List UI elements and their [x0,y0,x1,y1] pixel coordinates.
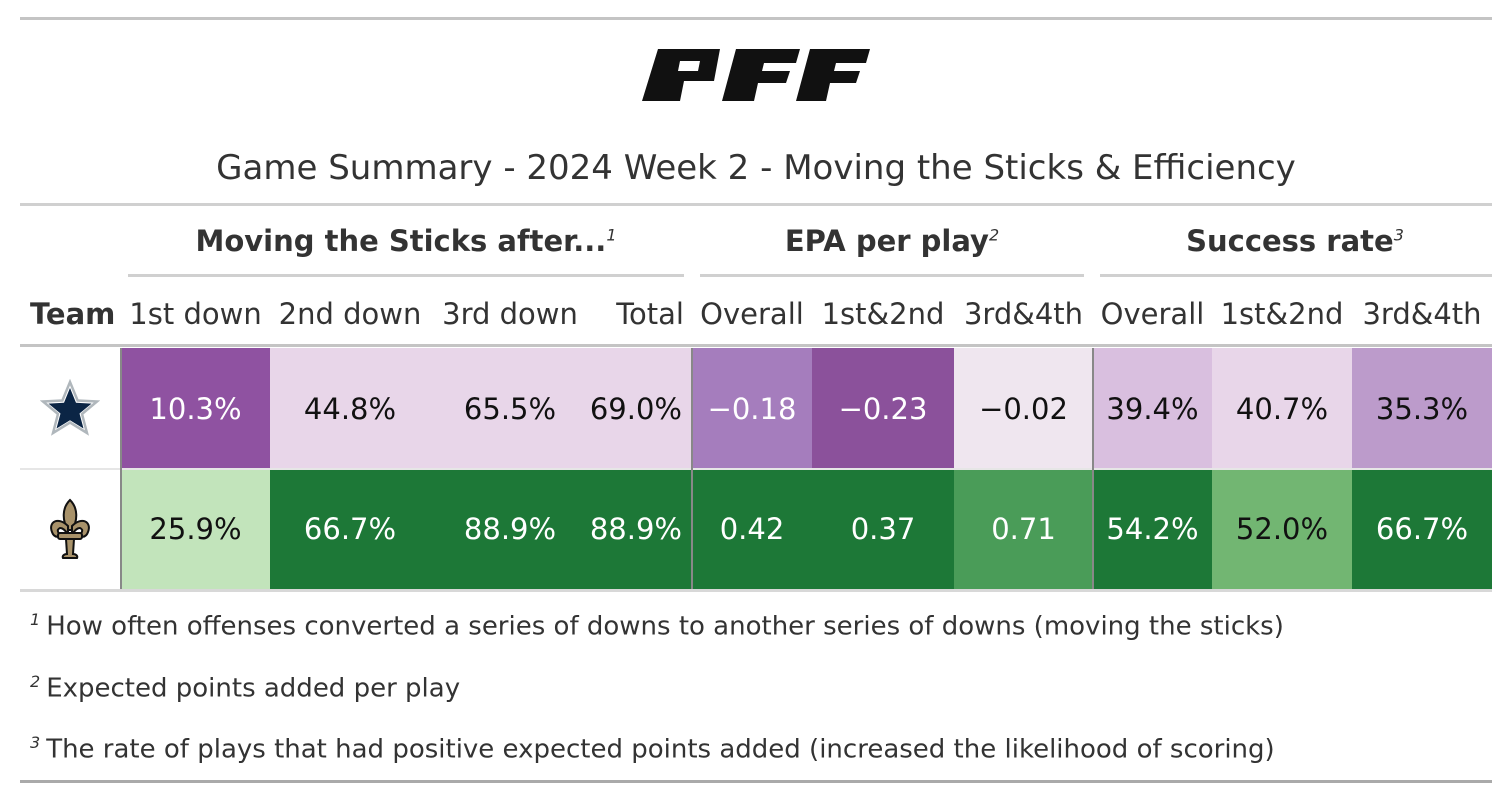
footnote-text: Expected points added per play [46,673,461,704]
table-cell: 44.8% [270,348,430,469]
table-cell: 39.4% [1093,348,1212,469]
footnote-text: How often offenses converted a series of… [46,611,1284,642]
column-separator [1092,348,1094,589]
group-label: EPA per play [784,224,989,258]
table-cell: 69.0% [590,348,692,469]
group-header-success-rate: Success rate3 [1100,224,1490,270]
footnote-mark: 3 [1393,225,1404,245]
footnote-1: 1 How often offenses converted a series o… [30,610,1284,642]
column-header-6: 1st&2nd [821,297,945,331]
table-cell: 40.7% [1212,348,1352,469]
footnote-2: 2 Expected points added per play [30,672,460,704]
footnote-mark: 3 [30,733,41,752]
bottom-table-rule [20,589,1492,592]
column-header-7: 3rd&4th [963,297,1084,331]
pff-logo [642,49,870,101]
table-cell: 0.42 [692,469,812,589]
column-header-2: 2nd down [278,297,422,331]
top-rule [20,17,1492,20]
group-header-epa: EPA per play2 [700,224,1084,270]
table-cell: 65.5% [430,348,590,469]
bottom-rule [20,780,1492,783]
column-header-4: Total [616,297,684,331]
group-underline [700,274,1084,277]
footnote-3: 3 The rate of plays that had positive exp… [30,733,1275,765]
dallas-cowboys-star-icon [20,348,120,469]
group-label: Moving the Sticks after... [195,224,607,258]
table-cell: 66.7% [1352,469,1492,589]
table-cell: 35.3% [1352,348,1492,469]
table-cell: 88.9% [590,469,692,589]
group-label: Success rate [1186,224,1394,258]
table-cell: 10.3% [121,348,270,469]
column-header-3: 3rd down [442,297,578,331]
chart-title: Game Summary - 2024 Week 2 - Moving the … [216,148,1296,188]
footnote-mark: 2 [30,672,41,691]
footnote-text: The rate of plays that had positive expe… [46,734,1275,765]
table-cell: 0.37 [812,469,954,589]
column-header-5: Overall [700,297,804,331]
column-header-9: 1st&2nd [1220,297,1344,331]
group-underline [1100,274,1492,277]
column-header-0: Team [30,297,116,331]
table-cell: 66.7% [270,469,430,589]
group-header-moving-sticks: Moving the Sticks after...1 [128,224,684,270]
title-rule [20,203,1492,206]
table-cell: 52.0% [1212,469,1352,589]
footnote-mark: 2 [988,225,1000,245]
column-separator [691,348,693,589]
header-rule [20,344,1492,347]
footnote-mark: 1 [30,610,41,629]
footnote-mark: 1 [606,225,617,245]
table-cell: 25.9% [121,469,270,589]
group-underline [128,274,684,277]
table-cell: −0.18 [692,348,812,469]
table-cell: 0.71 [954,469,1093,589]
column-header-1: 1st down [129,297,262,331]
row-separator [20,468,1492,470]
table-cell: −0.02 [954,348,1093,469]
table-cell: 88.9% [430,469,590,589]
table-cell: 54.2% [1093,469,1212,589]
table-cell: −0.23 [812,348,954,469]
new-orleans-saints-fleur-de-lis-icon [20,469,120,589]
column-separator [120,348,122,589]
column-header-10: 3rd&4th [1362,297,1482,331]
column-header-8: Overall [1100,297,1205,331]
